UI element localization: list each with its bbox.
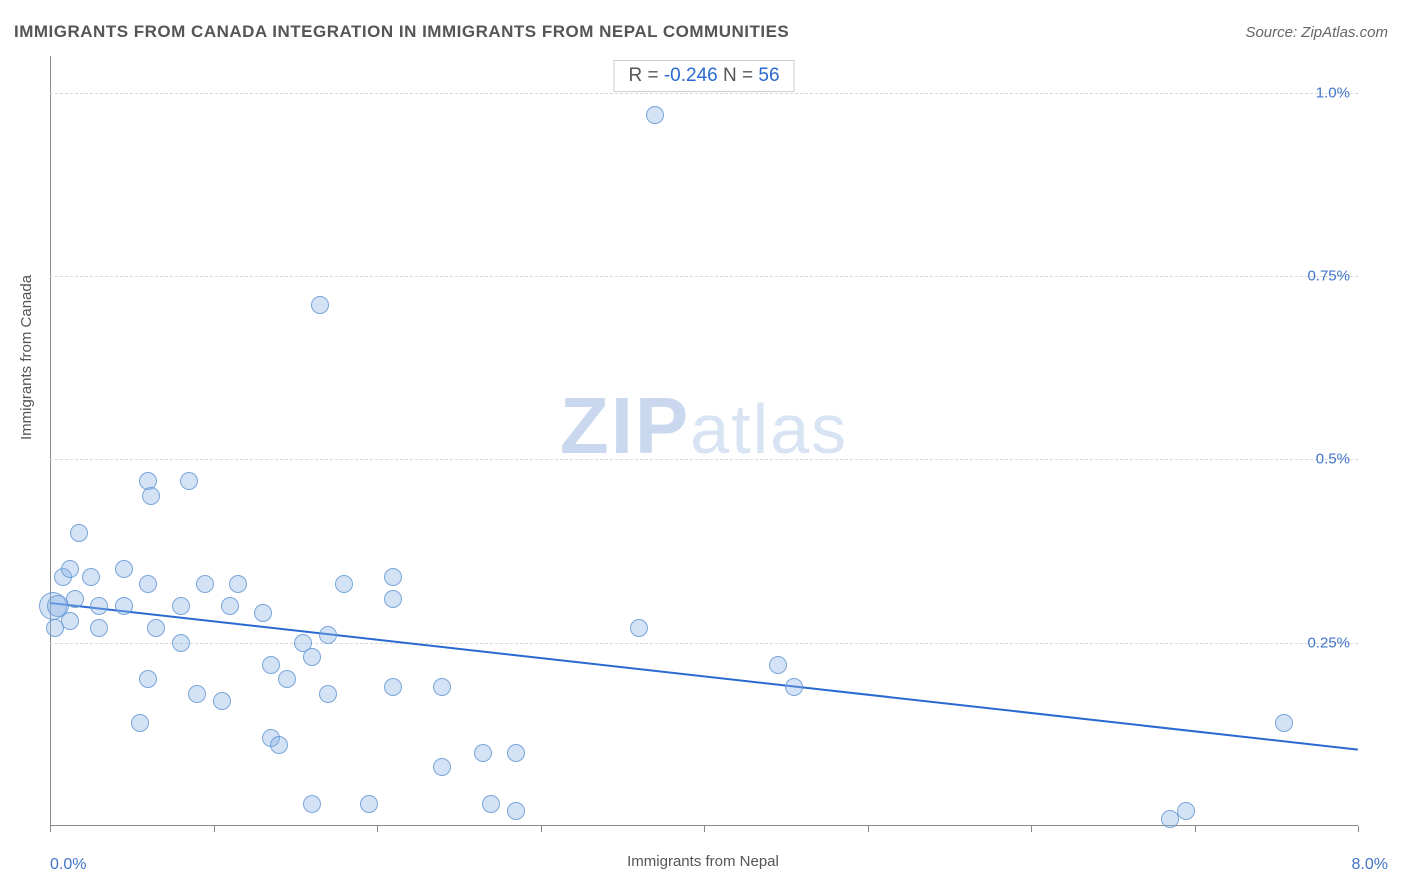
data-point bbox=[115, 560, 133, 578]
data-point bbox=[66, 590, 84, 608]
data-point bbox=[646, 106, 664, 124]
data-point bbox=[769, 656, 787, 674]
data-point bbox=[61, 612, 79, 630]
data-point bbox=[433, 678, 451, 696]
stats-box: R = -0.246 N = 56 bbox=[613, 60, 794, 92]
data-point bbox=[213, 692, 231, 710]
n-value: 56 bbox=[758, 65, 779, 86]
y-axis-label: Immigrants from Canada bbox=[18, 275, 35, 440]
y-tick-label: 1.0% bbox=[1316, 84, 1350, 101]
data-point bbox=[229, 575, 247, 593]
n-label: N = bbox=[718, 65, 759, 86]
gridline bbox=[50, 93, 1358, 94]
r-label: R = bbox=[628, 65, 663, 86]
gridline bbox=[50, 643, 1358, 644]
data-point bbox=[335, 575, 353, 593]
x-tick bbox=[214, 826, 215, 832]
y-tick-label: 0.25% bbox=[1307, 634, 1350, 651]
data-point bbox=[221, 597, 239, 615]
data-point bbox=[142, 487, 160, 505]
data-point bbox=[270, 736, 288, 754]
data-point bbox=[303, 648, 321, 666]
x-tick bbox=[1358, 826, 1359, 832]
x-tick bbox=[377, 826, 378, 832]
source-attribution: Source: ZipAtlas.com bbox=[1245, 24, 1388, 41]
x-min-label: 0.0% bbox=[50, 856, 86, 874]
data-point bbox=[82, 568, 100, 586]
data-point bbox=[384, 678, 402, 696]
data-point bbox=[1275, 714, 1293, 732]
data-point bbox=[90, 597, 108, 615]
x-tick bbox=[541, 826, 542, 832]
data-point bbox=[384, 568, 402, 586]
data-point bbox=[630, 619, 648, 637]
data-point bbox=[70, 524, 88, 542]
data-point bbox=[507, 744, 525, 762]
data-point bbox=[61, 560, 79, 578]
watermark-bold: ZIP bbox=[560, 381, 690, 470]
x-max-label: 8.0% bbox=[1352, 856, 1388, 874]
data-point bbox=[319, 626, 337, 644]
x-tick bbox=[704, 826, 705, 832]
data-point bbox=[482, 795, 500, 813]
data-point bbox=[360, 795, 378, 813]
data-point bbox=[131, 714, 149, 732]
data-point bbox=[278, 670, 296, 688]
chart-title: IMMIGRANTS FROM CANADA INTEGRATION IN IM… bbox=[14, 22, 789, 42]
scatter-plot: ZIPatlas R = -0.246 N = 56 0.25% 0.5% 0.75… bbox=[50, 56, 1358, 826]
data-point bbox=[311, 296, 329, 314]
x-tick bbox=[1031, 826, 1032, 832]
trend-line bbox=[50, 602, 1358, 751]
watermark: ZIPatlas bbox=[560, 380, 848, 472]
data-point bbox=[507, 802, 525, 820]
x-tick bbox=[50, 826, 51, 832]
data-point bbox=[474, 744, 492, 762]
data-point bbox=[139, 575, 157, 593]
r-value: -0.246 bbox=[664, 65, 718, 86]
data-point bbox=[115, 597, 133, 615]
data-point bbox=[196, 575, 214, 593]
data-point bbox=[319, 685, 337, 703]
data-point bbox=[433, 758, 451, 776]
data-point bbox=[139, 670, 157, 688]
x-tick bbox=[1195, 826, 1196, 832]
axis-y bbox=[50, 56, 51, 826]
watermark-rest: atlas bbox=[690, 390, 848, 468]
data-point bbox=[1177, 802, 1195, 820]
data-point bbox=[172, 597, 190, 615]
data-point bbox=[90, 619, 108, 637]
data-point bbox=[262, 656, 280, 674]
y-tick-label: 0.5% bbox=[1316, 451, 1350, 468]
gridline bbox=[50, 459, 1358, 460]
data-point bbox=[188, 685, 206, 703]
x-axis-label: Immigrants from Nepal bbox=[0, 853, 1406, 870]
data-point bbox=[1161, 810, 1179, 828]
y-tick-label: 0.75% bbox=[1307, 268, 1350, 285]
data-point bbox=[180, 472, 198, 490]
gridline bbox=[50, 276, 1358, 277]
data-point bbox=[384, 590, 402, 608]
data-point bbox=[147, 619, 165, 637]
data-point bbox=[785, 678, 803, 696]
data-point bbox=[303, 795, 321, 813]
data-point bbox=[254, 604, 272, 622]
x-tick bbox=[868, 826, 869, 832]
data-point bbox=[172, 634, 190, 652]
